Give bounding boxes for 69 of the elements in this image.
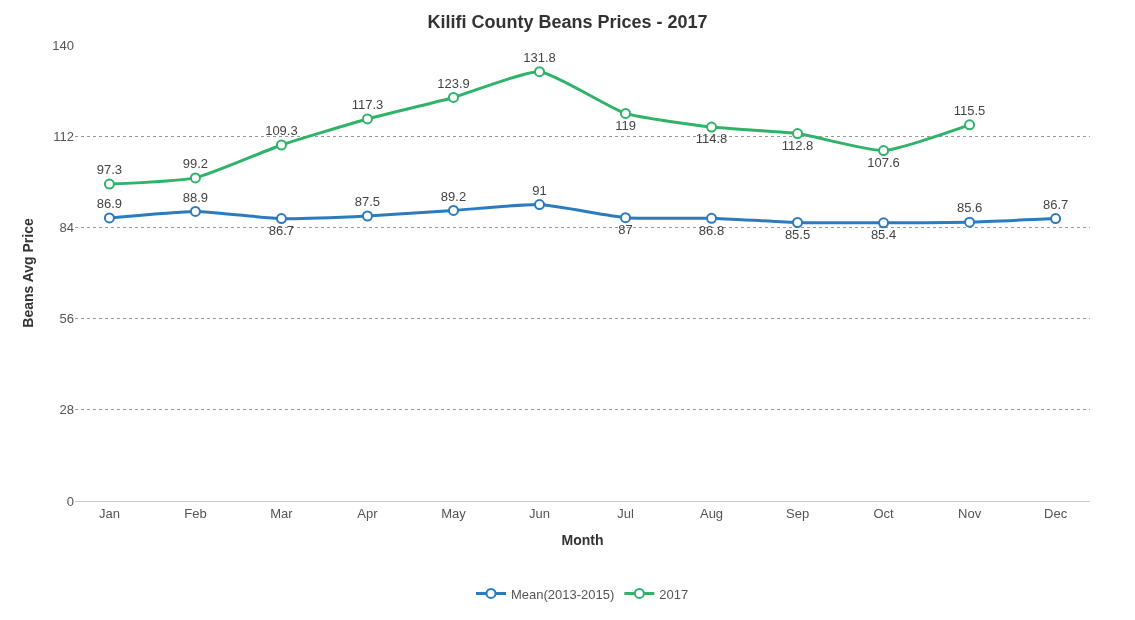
point [620,212,632,224]
point [361,113,373,125]
data-label: 85.6 [956,200,983,216]
data-label: 114.8 [695,131,728,147]
data-label: 91 [532,182,547,198]
point [792,217,804,229]
point [792,128,804,140]
data-label: 85.4 [870,227,897,243]
data-label: 115.5 [953,102,986,118]
y-tick-label: 112 [53,128,74,144]
point [103,212,115,224]
data-label: 117.3 [351,97,384,113]
point [447,204,459,216]
x-tick-label: Feb [184,505,207,521]
data-label: 112.8 [781,137,814,153]
y-tick-label: 84 [59,219,74,235]
data-label: 86.7 [268,222,295,238]
point [103,178,115,190]
data-label: 107.6 [867,154,900,170]
x-tick-label: Aug [699,505,724,521]
x-tick-label: Nov [958,505,982,521]
point [878,217,890,229]
y-tick-label: 140 [52,37,74,53]
data-label: 87 [618,222,633,238]
data-label: 97.3 [96,162,123,178]
x-tick-label: Oct [873,505,895,521]
point [447,91,459,103]
x-tick-label: Jul [617,505,634,521]
y-tick-label: 56 [59,311,74,327]
y-tick-label: 0 [66,493,74,509]
point [533,66,545,78]
data-label: 109.3 [265,123,298,139]
x-axis-title: Month [561,531,604,548]
point [964,119,976,131]
y-axis-title: Beans Avg Price [19,218,36,328]
point [189,172,201,184]
point [1050,213,1062,225]
data-label: 88.9 [182,189,209,205]
x-tick-label: May [441,505,467,521]
data-label: 86.8 [698,222,725,238]
legend-label: Mean(2013-2015) [511,586,615,602]
data-label: 85.5 [784,226,811,242]
data-label: 119 [615,117,636,133]
y-tick-label: 28 [59,402,74,418]
x-tick-label: Dec [1044,505,1068,521]
x-tick-label: Sep [785,505,810,521]
x-tick-label: Jan [98,505,120,521]
x-tick-label: Mar [270,505,294,521]
legend-label: 2017 [659,586,689,602]
point [361,210,373,222]
x-tick-label: Apr [357,505,379,521]
point [706,212,718,224]
point [878,145,890,157]
x-tick-label: Jun [529,505,550,521]
point [964,216,976,228]
data-label: 131.8 [523,49,556,65]
data-label: 87.5 [354,194,381,210]
data-label: 86.9 [96,196,123,212]
data-label: 99.2 [182,156,209,172]
data-label: 123.9 [437,75,470,91]
point [189,205,201,217]
point [275,139,287,151]
point [706,121,718,133]
point [275,213,287,225]
point [533,199,545,211]
data-label: 86.7 [1042,196,1069,212]
point [620,107,632,119]
chart-title: Kilifi County Beans Prices - 2017 [427,12,708,33]
data-label: 89.2 [440,188,467,204]
